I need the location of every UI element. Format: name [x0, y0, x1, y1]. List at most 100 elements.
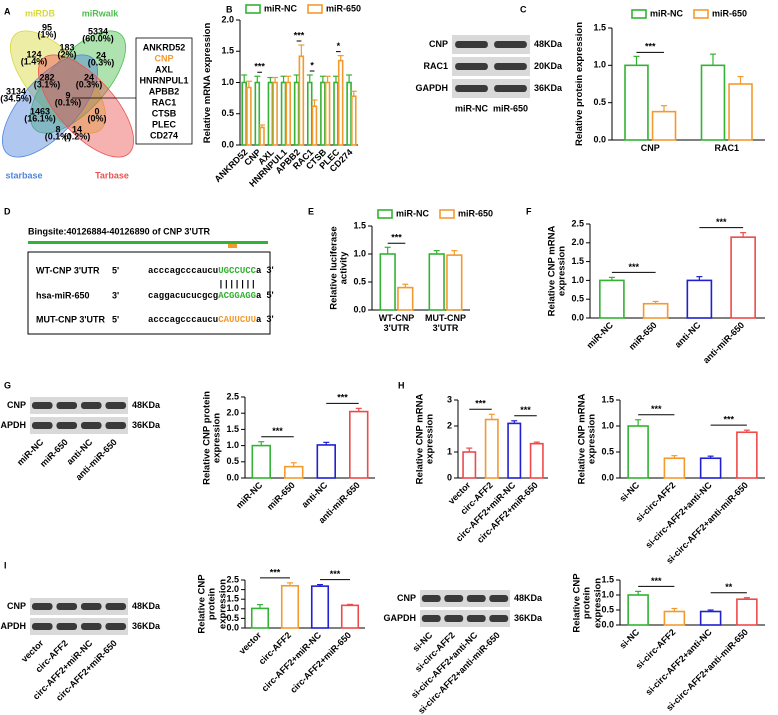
venn-count: 5334 [88, 26, 108, 36]
legend-label: miR-650 [458, 208, 493, 218]
legend-label: miR-NC [396, 208, 429, 218]
site-marker [228, 244, 237, 248]
bar [272, 81, 278, 146]
y-tick-label: 2.5 [226, 391, 239, 401]
legend-swatch [377, 209, 393, 219]
venn-count: 24 [84, 72, 94, 82]
significance: *** [475, 399, 486, 409]
venn-set [37, 54, 135, 158]
bar [699, 610, 722, 626]
blot-band [494, 85, 527, 92]
significance: *** [294, 30, 305, 40]
x-tick-label: RAC1 [714, 143, 739, 153]
y-tick-label: 0.5 [226, 613, 239, 623]
blot-band [489, 595, 509, 602]
y-tick-label: 0 [447, 472, 452, 482]
protein-name: GAPDH [0, 621, 26, 631]
venn-count: 14 [72, 124, 82, 134]
protein-size: 20KDa [534, 61, 563, 71]
legend-swatch [631, 9, 647, 19]
blot-band [466, 615, 486, 622]
y-axis-label: Relative protein expression [573, 21, 585, 147]
x-tick-label: anti-NC [673, 320, 703, 350]
blot-strip [420, 590, 510, 607]
venn-count: 282 [39, 72, 54, 82]
protein-size: 36KDa [132, 621, 161, 631]
venn-percent: (0%) [87, 113, 106, 123]
venn-count: 3134 [6, 86, 26, 96]
y-tick-label: 1.0 [601, 420, 614, 430]
y-tick-label: 1.5 [593, 22, 606, 32]
bar [251, 444, 271, 479]
x-tick-label: miR-NC [234, 480, 265, 511]
bar [250, 607, 270, 629]
y-axis-label: Relative CNP mRNA expression [546, 225, 568, 317]
bar [316, 444, 336, 479]
x-tick-label: anti-miR-650 [701, 320, 746, 365]
significance: *** [272, 426, 283, 436]
gene-name: RAC1 [152, 97, 177, 107]
x-tick-label: si-NC [618, 627, 642, 651]
panel-label: B [226, 4, 233, 14]
y-tick-label: 0.0 [226, 622, 239, 632]
y-tick-label: 0.5 [221, 108, 234, 118]
blot-strip [452, 57, 530, 76]
y-tick-label: 0.0 [593, 134, 606, 144]
bar [599, 279, 625, 319]
blot-band [80, 402, 102, 409]
seed-site: UGCCUCC [218, 266, 256, 276]
panel-label: H [398, 380, 405, 390]
bar [337, 59, 344, 146]
sequence: caggacucucgcgACGGAGGa 5' [148, 290, 274, 301]
blot-band [80, 603, 102, 610]
blot-band [105, 422, 127, 429]
protein-size: 36KDa [132, 420, 161, 430]
bar [663, 457, 686, 479]
blot-band [31, 402, 53, 409]
legend-label: miR-650 [712, 8, 747, 18]
bar [259, 126, 265, 146]
utr-line [28, 241, 268, 244]
sequence-end: 3' [112, 290, 119, 300]
protein-size: 36KDa [514, 613, 543, 623]
sequence-tail: a [256, 315, 262, 325]
venn-set [1, 54, 99, 158]
bar [730, 236, 756, 319]
significance: *** [270, 567, 281, 577]
venn-percent: (0.2%) [64, 131, 91, 141]
blot-band [455, 63, 488, 70]
y-tick-label: 1.5 [571, 256, 584, 266]
y-axis-label: Relative CNP protein expression [201, 390, 223, 485]
blot-band [466, 595, 486, 602]
y-tick-label: 1.5 [226, 594, 239, 604]
blot-band [455, 41, 488, 48]
bar [246, 86, 252, 146]
venn-count: 24 [96, 50, 106, 60]
y-tick-label: 0.0 [571, 312, 584, 322]
protein-name: CNP [7, 400, 26, 410]
y-tick-label: 0.0 [353, 304, 366, 314]
y-tick-label: 0.5 [571, 294, 584, 304]
y-tick-label: 1.5 [221, 46, 234, 56]
blot-strip [30, 598, 128, 615]
protein-size: 48KDa [534, 39, 563, 49]
y-tick-label: 1.5 [601, 394, 614, 404]
y-tick-label: 0.5 [593, 97, 606, 107]
sequence-name: hsa-miR-650 [36, 290, 90, 300]
blot-strip [452, 35, 530, 54]
bar [736, 598, 758, 626]
bar [699, 457, 722, 479]
sequence-end: 5' [266, 290, 273, 300]
y-tick-label: 1.0 [221, 77, 234, 87]
significance: *** [330, 569, 341, 579]
sequence-name: WT-CNP 3'UTR [36, 265, 100, 275]
y-axis-label: Relative mRNA expression [201, 22, 213, 143]
bar [340, 604, 360, 629]
legend-swatch [693, 9, 709, 19]
venn-percent: (3.1%) [34, 79, 61, 89]
x-tick-label: miR-NC [585, 320, 616, 351]
venn-set-label: miRwalk [82, 8, 120, 18]
lane-label: miR-NC [455, 103, 488, 113]
